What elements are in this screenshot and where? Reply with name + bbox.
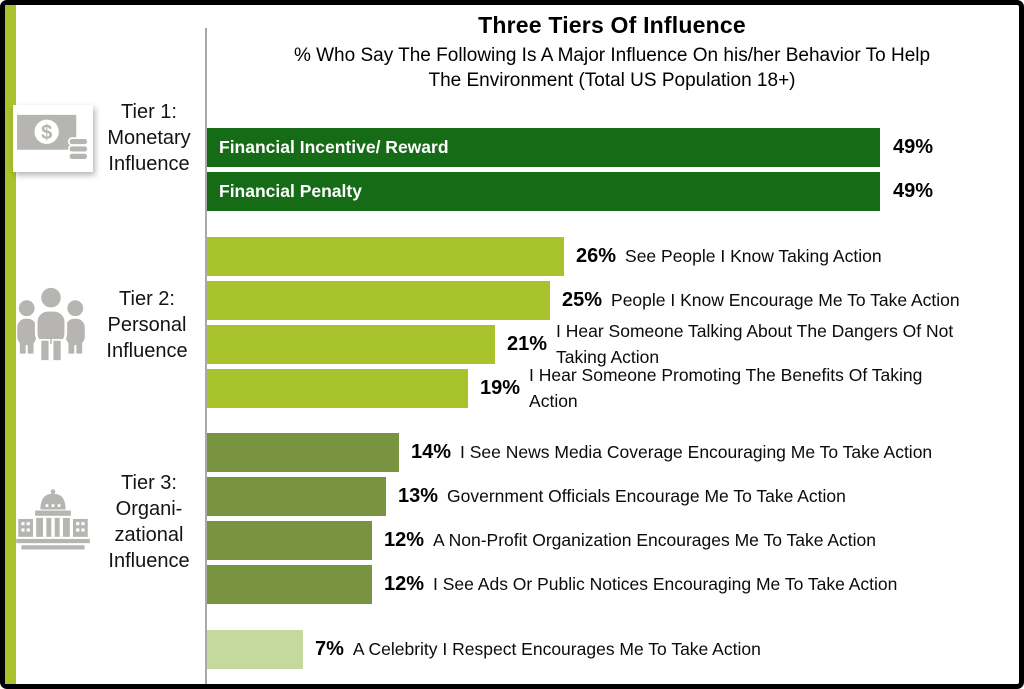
- bar-label-group: 13% Government Officials Encourage Me To …: [398, 484, 846, 509]
- chart-subtitle: % Who Say The Following Is A Major Influ…: [207, 43, 1017, 94]
- bar-label: People I Know Encourage Me To Take Actio…: [611, 289, 960, 310]
- bar: [207, 281, 550, 320]
- tier-label-line: Influence: [108, 153, 190, 175]
- tier3-label: Tier 3: Organi- zational Influence: [93, 470, 205, 574]
- bar-label: I Hear Someone Promoting The Benefits Of…: [529, 365, 923, 411]
- bar-label: Financial Penalty: [219, 181, 362, 201]
- bar-value: 49%: [893, 136, 934, 158]
- bar-label-group: 19% I Hear Someone Promoting The Benefits…: [480, 363, 959, 414]
- bar-label-group: 12% I See Ads Or Public Notices Encouragi…: [384, 572, 897, 597]
- bar-plot: Financial Incentive/ Reward 49% Financial …: [207, 5, 1019, 684]
- tier1-label: Tier 1: Monetary Influence: [93, 99, 205, 177]
- chart-header: Three Tiers Of Influence % Who Say The F…: [207, 12, 1017, 94]
- people-icon: [13, 281, 89, 370]
- bar-value: 13%: [398, 485, 439, 507]
- bar-value: 12%: [384, 573, 425, 595]
- tier-label-line: Personal: [107, 314, 187, 336]
- building-icon: [13, 485, 93, 560]
- bar-row: 21% I Hear Someone Talking About The Dang…: [207, 321, 1019, 367]
- bar-label: I See Ads Or Public Notices Encouraging …: [433, 573, 898, 594]
- tier-label-line: Influence: [108, 550, 190, 572]
- bar-value: 7%: [315, 638, 344, 660]
- svg-text:$: $: [41, 122, 52, 144]
- bar-label: A Non-Profit Organization Encourages Me …: [433, 529, 876, 550]
- bar-row: Financial Penalty 49%: [207, 172, 1019, 211]
- bar-value: 12%: [384, 529, 425, 551]
- tier-label-line: Tier 2:: [119, 288, 175, 310]
- bar-label: See People I Know Taking Action: [625, 245, 882, 266]
- bar-label-group: 21% I Hear Someone Talking About The Dang…: [507, 319, 986, 370]
- bar: [207, 477, 386, 516]
- bar-row: 26% See People I Know Taking Action: [207, 237, 1019, 276]
- bar: [207, 369, 468, 408]
- tier2-label: Tier 2: Personal Influence: [89, 286, 205, 364]
- bar-row: 25% People I Know Encourage Me To Take Ac…: [207, 281, 1019, 320]
- bar-label: A Celebrity I Respect Encourages Me To T…: [352, 638, 761, 659]
- bar-value: 19%: [480, 377, 521, 399]
- bar: [207, 237, 564, 276]
- tier-label-line: Monetary: [107, 127, 191, 149]
- left-accent-stripe: [5, 5, 16, 684]
- tier2-block: Tier 2: Personal Influence: [13, 277, 205, 373]
- y-axis-line: [205, 28, 207, 684]
- tier-label-line: Tier 3:: [121, 472, 177, 494]
- bar-label-group: 7% A Celebrity I Respect Encourages Me To…: [315, 637, 761, 662]
- bar-value: 26%: [576, 245, 617, 267]
- bar: [207, 521, 372, 560]
- bar: Financial Incentive/ Reward: [207, 128, 880, 167]
- tier-label-line: Tier 1:: [121, 101, 177, 123]
- chart-subtitle-line: The Environment (Total US Population 18+…: [428, 70, 796, 92]
- money-icon-card: $: [13, 104, 93, 172]
- money-icon: $: [16, 114, 90, 166]
- chart-title: Three Tiers Of Influence: [478, 12, 746, 38]
- bar-row: 14% I See News Media Coverage Encouraging…: [207, 433, 1019, 472]
- tier-label-line: Influence: [106, 340, 188, 362]
- bar-label-group: 12% A Non-Profit Organization Encourages …: [384, 528, 876, 553]
- bar-row: 12% I See Ads Or Public Notices Encouragi…: [207, 565, 1019, 604]
- bar-label: Government Officials Encourage Me To Tak…: [447, 485, 846, 506]
- bar: [207, 325, 495, 364]
- bar-value: 25%: [562, 289, 603, 311]
- bar-label: Financial Incentive/ Reward: [219, 137, 449, 157]
- bar: [207, 565, 372, 604]
- tier3-block: Tier 3: Organi- zational Influence: [13, 463, 205, 581]
- chart-subtitle-line: % Who Say The Following Is A Major Influ…: [293, 45, 931, 66]
- bar-label-group: 14% I See News Media Coverage Encouraging…: [411, 440, 932, 465]
- bar-value: 49%: [893, 180, 934, 202]
- tier1-block: $ Tier 1: Monetary Influence: [13, 97, 205, 179]
- bar-value: 14%: [411, 441, 452, 463]
- bar-label-group: 25% People I Know Encourage Me To Take Ac…: [562, 288, 960, 313]
- bar-row: Financial Incentive/ Reward 49%: [207, 128, 1019, 167]
- bar-label-group: 26% See People I Know Taking Action: [576, 244, 882, 269]
- bar-row: 12% A Non-Profit Organization Encourages …: [207, 521, 1019, 560]
- bar-value: 21%: [507, 333, 548, 355]
- bar-row: 19% I Hear Someone Promoting The Benefits…: [207, 365, 1019, 411]
- bar-label: I See News Media Coverage Encouraging Me…: [460, 441, 933, 462]
- tier-label-line: zational: [114, 524, 184, 546]
- bar: [207, 433, 399, 472]
- bar-label: I Hear Someone Talking About The Dangers…: [556, 321, 954, 367]
- bar: Financial Penalty: [207, 172, 880, 211]
- bar: [207, 630, 303, 669]
- bar-row: 7% A Celebrity I Respect Encourages Me To…: [207, 630, 1019, 669]
- tier-label-line: Organi-: [115, 498, 183, 520]
- bar-row: 13% Government Officials Encourage Me To …: [207, 477, 1019, 516]
